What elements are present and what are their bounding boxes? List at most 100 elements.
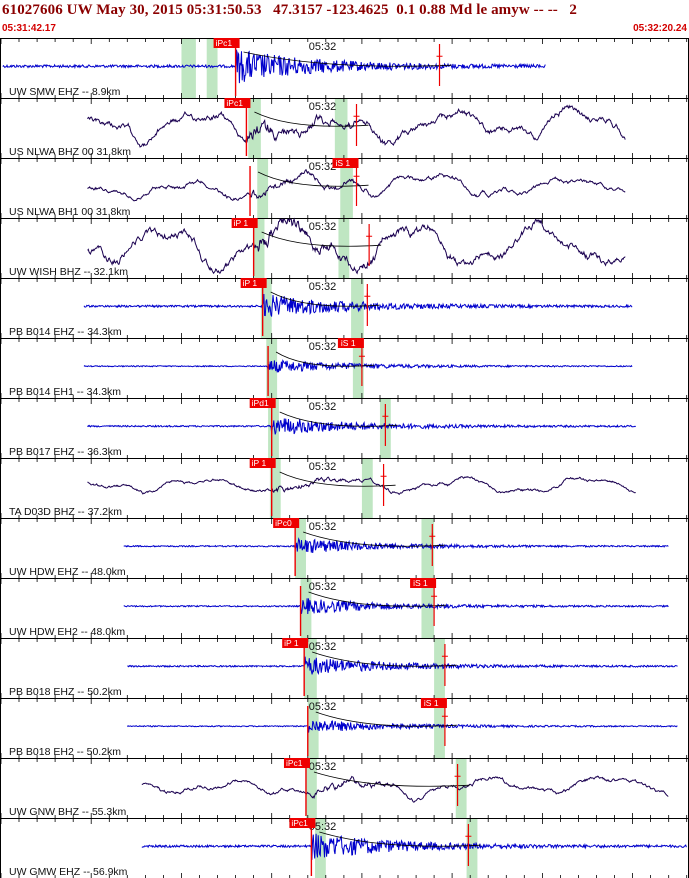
station-label-8: TA D03D BHZ -- 37.2km	[9, 506, 122, 518]
minute-tick-label-1: 05:32	[309, 41, 337, 53]
time-ticks-7	[0, 399, 688, 458]
p-window-12	[307, 699, 319, 758]
s-pick-cross-5	[364, 293, 371, 300]
p-window-8	[269, 459, 281, 518]
s-window-8	[361, 459, 373, 518]
station-label-5: PB B014 EHZ -- 34.3km	[9, 326, 122, 338]
coda-curve-3	[257, 171, 369, 187]
end-time: 05:32:20.24	[633, 23, 687, 34]
time-ticks-8	[0, 459, 688, 518]
p-pick-label-1: iPc1	[216, 38, 233, 48]
waveform-4	[87, 217, 626, 275]
s-pick-cross-4	[366, 233, 373, 240]
s-window-10	[421, 579, 435, 638]
minute-tick-label-10: 05:32	[309, 581, 337, 593]
coda-curve-5	[270, 291, 380, 307]
coda-curve-12	[315, 711, 457, 727]
s-pick-label-6: iS 1	[341, 338, 356, 348]
s-pick-cross-13	[454, 773, 461, 780]
minute-tick-label-7: 05:32	[309, 401, 337, 413]
time-ticks-9	[0, 519, 688, 578]
p-pick-flag-11	[282, 638, 309, 648]
minute-tick-label-5: 05:32	[309, 281, 337, 293]
s-pick-flag-12	[420, 698, 447, 708]
waveform-5	[83, 293, 633, 317]
p-window-6	[266, 339, 278, 398]
start-time: 05:31:42.17	[2, 23, 56, 34]
s-pick-flag-6	[337, 338, 364, 348]
p-pick-label-5: iP 1	[243, 278, 258, 288]
p-window-5	[260, 279, 272, 338]
p-pick-label-7: iPd1	[252, 398, 269, 408]
s-window-14	[466, 819, 478, 878]
s-pick-label-12: iS 1	[424, 698, 439, 708]
s-pick-cross-6	[358, 353, 365, 360]
time-ticks-5	[0, 279, 688, 338]
p-pick-flag-13	[283, 758, 310, 768]
header: 61027606 UW May 30, 2015 05:31:50.53 47.…	[0, 0, 689, 38]
s-pick-flag-10	[410, 578, 437, 588]
p-pick-flag-5	[240, 278, 267, 288]
station-label-10: UW HDW EH2 -- 48.0km	[9, 626, 125, 638]
p-pick-label-2: iPc1	[226, 98, 243, 108]
s-pick-cross-8	[380, 473, 387, 480]
waveform-6	[83, 359, 633, 373]
station-label-12: PB B018 EH2 -- 50.2km	[9, 746, 121, 758]
waveform-13	[141, 775, 669, 803]
station-label-9: UW HDW EHZ -- 48.0km	[9, 566, 126, 578]
s-window-5	[351, 279, 364, 338]
waveform-12	[126, 720, 678, 733]
coda-curve-10	[308, 591, 447, 607]
s-window-11	[434, 639, 445, 698]
minute-tick-label-4: 05:32	[309, 221, 337, 233]
coda-curve-8	[279, 471, 396, 487]
s-pick-cross-10	[431, 593, 438, 600]
p-pick-label-9: iPc0	[275, 518, 292, 528]
station-label-13: UW GNW BHZ -- 55.3km	[9, 806, 127, 818]
minute-tick-label-12: 05:32	[309, 701, 337, 713]
coda-curve-6	[275, 351, 374, 367]
coda-curve-2	[254, 111, 369, 127]
p-pick-flag-8	[249, 458, 276, 468]
p-pick-label-4: iP 1	[234, 218, 249, 228]
p-pick-label-8: iP 1	[252, 458, 267, 468]
s-window-12	[434, 699, 445, 758]
time-ticks-6	[0, 339, 688, 398]
minute-tick-label-9: 05:32	[309, 521, 337, 533]
p-pick-label-13: iPc1	[286, 758, 303, 768]
p-window-1	[181, 39, 196, 98]
time-ticks-12	[0, 699, 688, 758]
coda-curve-4	[261, 231, 382, 247]
s-pick-cross-3	[353, 173, 360, 180]
p-pick-flag-14	[289, 818, 316, 828]
s-window-1	[206, 39, 218, 98]
waveform-1	[2, 49, 546, 84]
station-label-1: UW SMW EHZ -- 8.9km	[9, 86, 121, 98]
coda-curve-11	[312, 651, 457, 667]
s-window-4	[338, 219, 350, 278]
p-pick-label-14: iPc1	[291, 818, 308, 828]
waveform-8	[87, 476, 636, 496]
minute-tick-label-11: 05:32	[309, 641, 337, 653]
p-window-3	[257, 159, 269, 218]
station-label-3: US NLWA BH1 00 31.8km	[9, 206, 131, 218]
coda-curve-13	[313, 771, 470, 787]
time-ticks-3	[0, 159, 688, 218]
station-label-14: UW GMW EHZ -- 56.9km	[9, 866, 128, 878]
coda-curve-7	[279, 411, 398, 427]
minute-tick-label-2: 05:32	[309, 101, 337, 113]
waveform-7	[87, 418, 637, 435]
p-pick-flag-9	[273, 518, 300, 528]
minute-tick-label-14: 05:32	[309, 821, 337, 833]
p-window-7	[268, 399, 279, 458]
s-pick-cross-12	[441, 713, 448, 720]
minute-tick-label-3: 05:32	[309, 161, 337, 173]
s-pick-flag-3	[332, 158, 359, 168]
s-pick-cross-2	[353, 113, 360, 120]
s-window-9	[421, 519, 435, 578]
s-pick-cross-14	[465, 833, 472, 840]
p-window-13	[305, 759, 317, 818]
event-title: 61027606 UW May 30, 2015 05:31:50.53 47.…	[2, 2, 578, 18]
s-pick-cross-11	[441, 653, 448, 660]
